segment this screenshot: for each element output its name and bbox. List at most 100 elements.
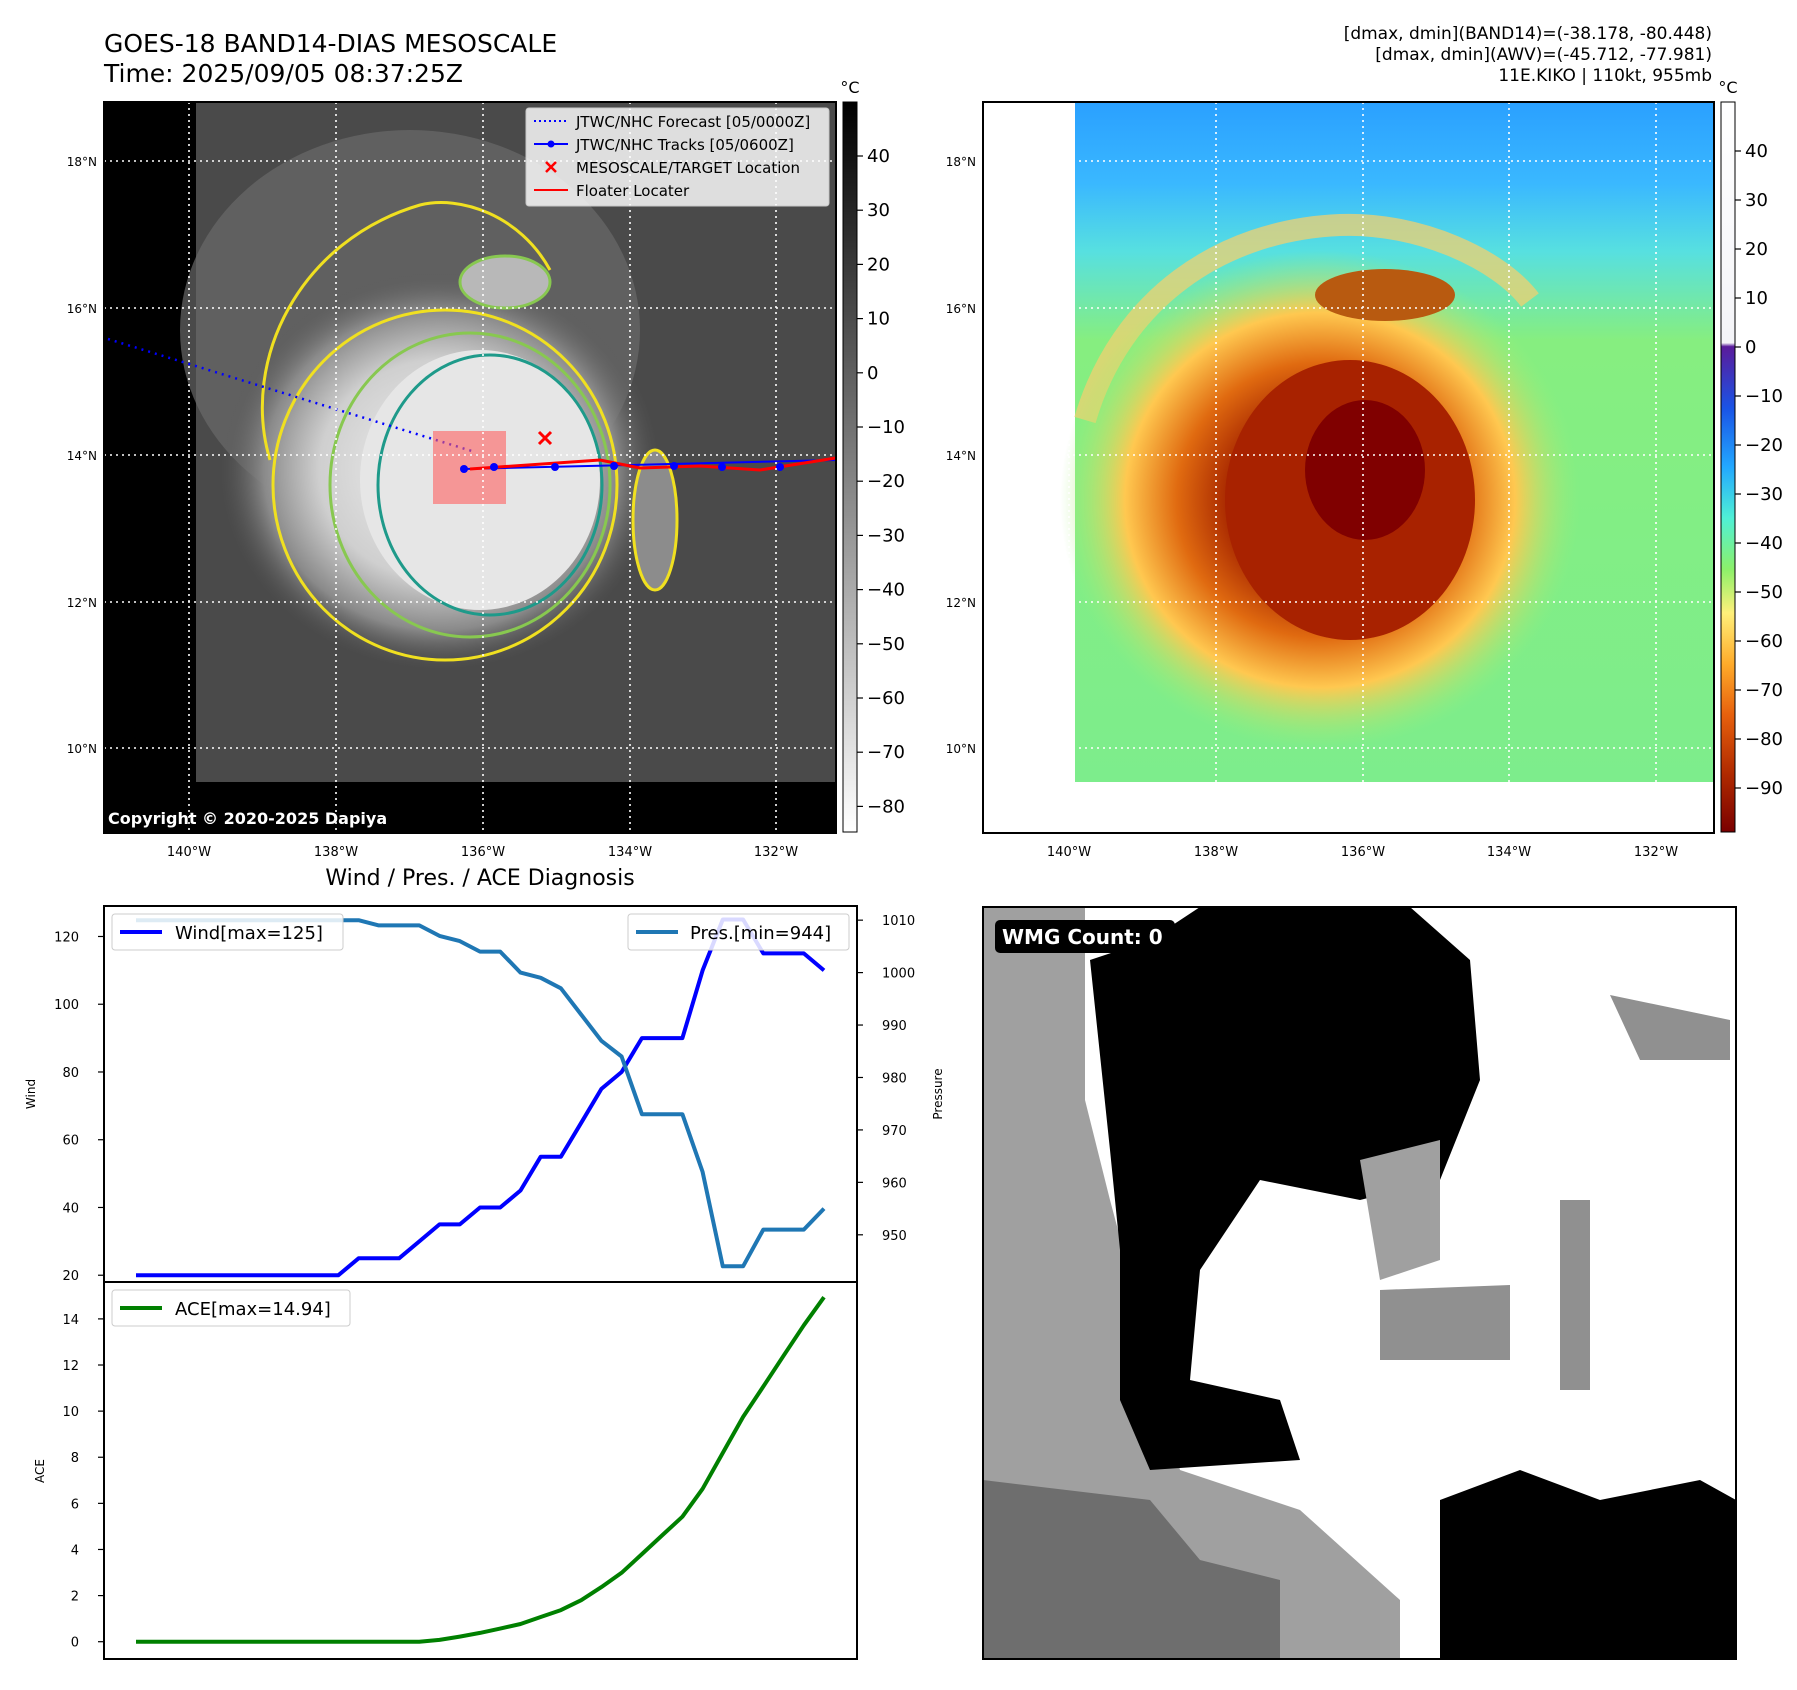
pressure-legend-box xyxy=(627,913,850,951)
axis-tick-label: 120 xyxy=(54,930,79,945)
legend-target-sym xyxy=(545,161,557,173)
axis-tick-label: 8 xyxy=(71,1451,79,1466)
lat-label: 16°N xyxy=(946,302,976,316)
lon-label: 138°W xyxy=(1194,845,1238,860)
lat-label: 18°N xyxy=(946,155,976,169)
lon-label: 136°W xyxy=(1341,845,1385,860)
axis-tick-label: 20 xyxy=(62,1269,79,1284)
pressure-legend: Pres.[min=944] xyxy=(627,913,850,951)
stats-line-1: [dmax, dmin](BAND14)=(-38.178, -80.448) xyxy=(1344,24,1712,44)
colorbar-tick-label: −60 xyxy=(1745,631,1783,652)
ir-contour-51 xyxy=(376,353,604,617)
diagnosis-title: Wind / Pres. / ACE Diagnosis xyxy=(325,866,634,891)
lon-label: 138°W xyxy=(314,845,358,860)
series-wind-line xyxy=(136,917,826,1278)
axis-tick-label: 10 xyxy=(62,1405,79,1420)
axis-tick-label: 80 xyxy=(62,1066,79,1081)
wv-map-panel xyxy=(983,102,1714,833)
pressure-axis-ticks: 950 960 970 980 990 1000 1010 xyxy=(857,914,915,1244)
lon-label: 134°W xyxy=(1487,845,1531,860)
axis-tick-label: 4 xyxy=(71,1543,79,1558)
copyright: Copyright © 2020-2025 Dapiya xyxy=(108,809,387,828)
ir-contour-41 xyxy=(328,331,612,639)
wv-colorbar-ticks: 40 30 20 10 0 −10 −20 −30 −40 −50 −60 −70 −80 −90 xyxy=(1735,141,1783,799)
colorbar-tick-label: −50 xyxy=(1745,582,1783,603)
axis-tick-label: 1010 xyxy=(882,914,915,929)
lat-label: 16°N xyxy=(67,302,97,316)
lat-label: 10°N xyxy=(67,742,97,756)
axis-tick-label: 14 xyxy=(62,1313,79,1328)
colorbar-tick-label: −70 xyxy=(867,742,905,763)
wmg-gray-region-west xyxy=(983,907,1400,1659)
colorbar-tick-label: 40 xyxy=(867,146,890,167)
colorbar-tick-label: 20 xyxy=(867,254,890,275)
wind-axis-ticks: 20 40 60 80 100 120 xyxy=(54,930,104,1284)
lat-label: 12°N xyxy=(67,596,97,610)
axis-tick-label: 960 xyxy=(882,1176,907,1191)
title-line-1: GOES-18 BAND14-DIAS MESOSCALE xyxy=(104,29,557,58)
legend-target: MESOSCALE/TARGET Location xyxy=(576,159,800,177)
colorbar-tick-label: −60 xyxy=(867,688,905,709)
wmg-frame xyxy=(982,906,1737,1660)
colorbar-tick-label: 30 xyxy=(867,200,890,221)
legend-forecast: JTWC/NHC Forecast [05/0000Z] xyxy=(575,113,810,131)
stats-line-3: 11E.KIKO | 110kt, 955mb xyxy=(1498,66,1712,86)
colorbar-tick-label: 30 xyxy=(1745,190,1768,211)
colorbar-tick-label: 40 xyxy=(1745,141,1768,162)
axis-tick-label: 970 xyxy=(882,1124,907,1139)
ir-colorbar-unit: °C xyxy=(840,78,859,97)
axis-tick-label: 2 xyxy=(71,1590,79,1605)
pressure-legend-label: Pres.[min=944] xyxy=(690,923,831,944)
track-point xyxy=(718,463,726,471)
ir-colorbar xyxy=(842,101,858,833)
wmg-gray-region-east xyxy=(1380,1285,1510,1360)
ir-spiral-band xyxy=(260,201,552,461)
colorbar-tick-label: −20 xyxy=(1745,435,1783,456)
axis-tick-label: 6 xyxy=(71,1497,79,1512)
wind-pres-plot xyxy=(103,905,858,1283)
legend-track-dot xyxy=(547,140,555,148)
ir-east-cell xyxy=(631,448,679,592)
wind-legend-box xyxy=(111,913,344,951)
wv-colorbar-unit: °C xyxy=(1718,78,1737,97)
colorbar-tick-label: 0 xyxy=(867,363,878,384)
lat-label: 12°N xyxy=(946,596,976,610)
colorbar-tick-label: −80 xyxy=(867,796,905,817)
colorbar-tick-label: −30 xyxy=(867,525,905,546)
axis-tick-label: 990 xyxy=(882,1019,907,1034)
lon-label: 136°W xyxy=(461,845,505,860)
track-point xyxy=(460,465,468,473)
track-point xyxy=(490,463,498,471)
stats-line-2: [dmax, dmin](AWV)=(-45.712, -77.981) xyxy=(1375,45,1712,65)
lat-label: 18°N xyxy=(67,155,97,169)
legend-track: JTWC/NHC Tracks [05/0600Z] xyxy=(575,136,794,154)
colorbar-tick-label: −70 xyxy=(1745,680,1783,701)
legend-floater: Floater Locater xyxy=(576,182,690,200)
colorbar-tick-label: 10 xyxy=(1745,288,1768,309)
wv-gridlines xyxy=(983,102,1714,833)
ir-forecast-track xyxy=(107,337,476,454)
map-legend-box xyxy=(525,107,830,207)
lat-label: 10°N xyxy=(946,742,976,756)
colorbar-tick-label: 20 xyxy=(1745,239,1768,260)
series-ace-line xyxy=(136,1296,826,1644)
axis-tick-label: 980 xyxy=(882,1071,907,1086)
track-point xyxy=(551,463,559,471)
axis-tick-label: 60 xyxy=(62,1134,79,1149)
wind-axis-label: Wind xyxy=(24,1079,38,1109)
ir-north-cell xyxy=(458,254,552,310)
wmg-gray-strip-east xyxy=(1560,1200,1590,1390)
wind-legend-label: Wind[max=125] xyxy=(175,923,323,944)
axis-tick-label: 12 xyxy=(62,1359,79,1374)
wv-map-frame xyxy=(982,101,1715,834)
ir-map-frame xyxy=(103,101,837,834)
ace-axis-ticks: 0 2 4 6 8 10 12 14 xyxy=(62,1313,104,1651)
ir-lon-labels: 140°W 138°W 136°W 134°W 132°W xyxy=(167,845,798,860)
wv-lon-labels: 140°W 138°W 136°W 134°W 132°W xyxy=(1047,845,1678,860)
colorbar-tick-label: 10 xyxy=(867,309,890,330)
ace-legend-label: ACE[max=14.94] xyxy=(175,1299,331,1320)
axis-tick-label: 40 xyxy=(62,1201,79,1216)
colorbar-tick-label: −80 xyxy=(1745,729,1783,750)
ir-best-track xyxy=(463,459,836,470)
